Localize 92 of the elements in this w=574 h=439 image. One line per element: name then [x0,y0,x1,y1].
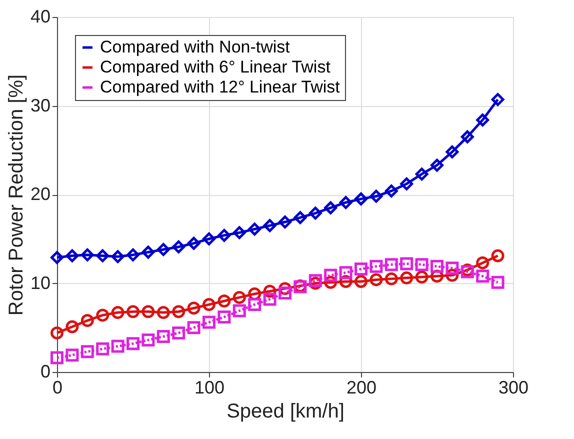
x-tick-label: 0 [52,378,63,398]
point [476,256,490,270]
point [111,250,124,264]
point [172,305,186,318]
point [263,292,276,306]
point [491,249,504,262]
point [384,184,398,198]
point [156,243,170,256]
point [96,342,110,356]
legend-label: Compared with Non-twist [100,38,290,56]
point [354,192,368,206]
point [446,145,459,158]
y-axis-title: Rotor Power Reduction [%] [5,74,28,316]
point [202,298,216,312]
point [430,158,444,172]
y-tick-label: 40 [30,6,50,26]
point [66,249,79,262]
point [232,290,246,304]
point [218,228,231,242]
y-tick-label: 30 [30,95,50,116]
point [430,260,444,273]
point [339,266,352,280]
point [476,113,490,126]
point [142,334,155,347]
point [126,337,140,350]
point [232,226,246,240]
point [96,308,110,322]
point [476,270,490,283]
point [308,274,322,288]
point [415,258,428,272]
point [354,262,368,276]
point [415,270,428,284]
point [218,310,231,324]
point [278,216,292,229]
point [111,340,124,353]
point [324,201,338,214]
legend-label: Compared with 12° Linear Twist [100,78,340,96]
point [232,304,246,318]
point [126,305,140,318]
point [66,320,79,334]
point [370,260,383,273]
point [187,321,200,334]
point [400,257,414,270]
point [187,302,200,315]
y-tick-label: 20 [30,184,50,204]
point [111,306,124,320]
point [460,130,474,144]
y-tick-label: 0 [40,362,50,382]
point [278,286,292,300]
point [66,348,79,362]
point [142,305,155,318]
point [218,294,231,308]
x-tick-label: 100 [194,378,225,398]
point [156,306,170,320]
point [202,316,216,329]
point [370,273,383,286]
point [142,246,155,259]
point [50,251,64,264]
x-tick-label: 200 [346,378,377,398]
point [263,219,276,232]
point [400,177,414,190]
point [384,272,398,286]
point [156,330,170,343]
point [80,314,94,328]
point [324,268,338,282]
point [308,206,322,220]
point [126,248,140,262]
point [248,298,262,312]
point [384,258,398,272]
point [50,351,64,364]
point [172,240,186,254]
point [294,211,307,224]
point [400,271,414,284]
x-axis-title: Speed [km/h] [226,400,344,422]
point [354,274,368,288]
point [248,222,262,236]
x-tick-label: 300 [498,378,529,398]
point [187,236,200,250]
point [80,345,94,358]
point [491,93,504,106]
point [415,168,428,181]
point [80,248,94,262]
point [446,262,459,275]
point [491,276,504,289]
point [339,196,352,209]
point [172,326,186,340]
y-tick-label: 10 [30,272,50,293]
point [370,190,383,203]
point [50,326,64,340]
legend-label: Compared with 6° Linear Twist [100,58,331,76]
point [96,249,110,262]
point [202,232,216,246]
